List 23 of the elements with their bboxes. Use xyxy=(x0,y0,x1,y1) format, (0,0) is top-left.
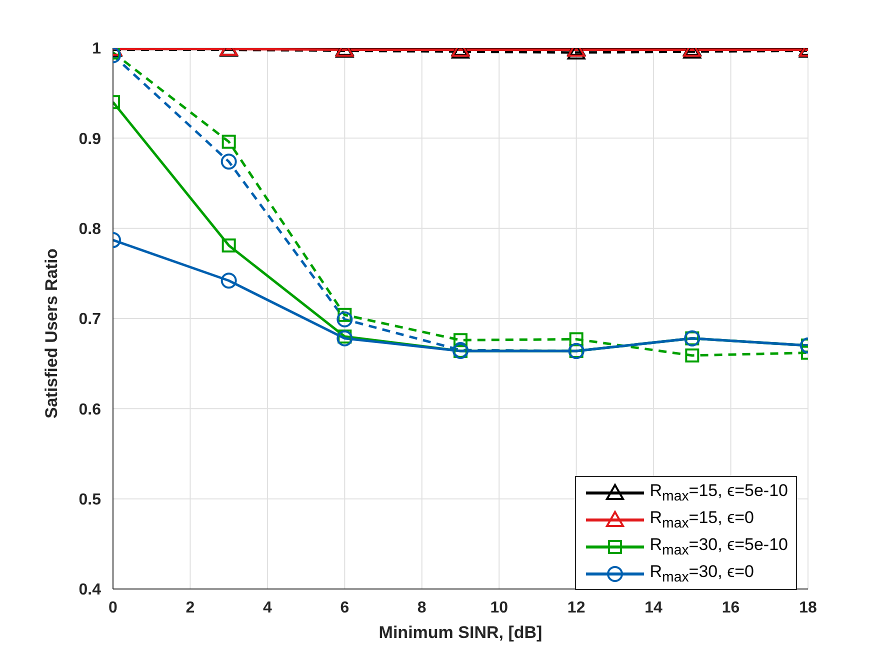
y-tick-label: 0.9 xyxy=(78,130,102,148)
y-axis-title: Satisfied Users Ratio xyxy=(42,248,62,418)
legend-label: R$_{max}$=30, ϵ=0 xyxy=(650,562,754,586)
y-tick-label: 0.4 xyxy=(78,582,102,599)
x-tick-label: 18 xyxy=(799,599,817,616)
y-tick-label: 0.5 xyxy=(78,492,102,509)
y-tick-label: 0.6 xyxy=(78,401,102,418)
y-tick-label: 0.7 xyxy=(78,311,102,328)
x-tick-label: 10 xyxy=(490,599,508,616)
y-tick-label: 1 xyxy=(92,40,102,58)
legend-label: R$_{max}$=15, ϵ=0 xyxy=(650,508,754,532)
x-tick-label: 12 xyxy=(567,599,586,616)
legend-label: R$_{max}$=15, ϵ=5e-10 xyxy=(650,480,788,504)
x-tick-label: 2 xyxy=(186,599,195,616)
legend-label: R$_{max}$=30, ϵ=5e-10 xyxy=(650,534,788,558)
y-tick-label: 0.8 xyxy=(78,221,102,238)
x-axis-title: Minimum SINR, [dB] xyxy=(378,623,542,642)
x-tick-label: 0 xyxy=(108,599,118,616)
x-tick-label: 8 xyxy=(417,599,426,616)
x-tick-label: 16 xyxy=(722,599,740,616)
x-tick-label: 14 xyxy=(644,599,663,616)
x-tick-label: 4 xyxy=(262,599,272,616)
x-tick-label: 6 xyxy=(340,599,350,616)
